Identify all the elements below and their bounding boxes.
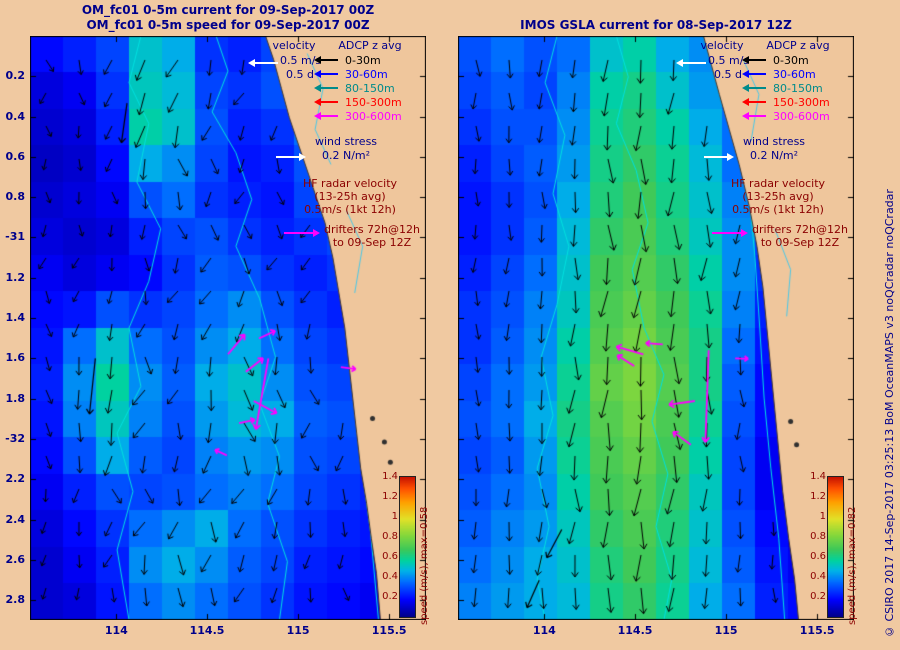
x-tick-label: 114 bbox=[104, 624, 128, 637]
x-tick-label: 115.5 bbox=[371, 624, 407, 637]
y-tick-label: 0.8 bbox=[5, 190, 26, 204]
colorbar-tick-label: 0.8 bbox=[382, 531, 398, 542]
y-tick-label: -31 bbox=[5, 230, 25, 244]
credit-text: © CSIRO 2017 14-Sep-2017 03:25:13 BoM Oc… bbox=[883, 189, 896, 638]
colorbar-tick-label: 0.2 bbox=[810, 591, 826, 602]
y-tick-label: 2.2 bbox=[5, 472, 26, 486]
y-axis-tick-labels: 0.2 0.4 0.6 0.8 -31 1.2 1.4 1.6 1.8 -32 2.2 2.4 2.6 2… bbox=[0, 36, 27, 620]
x-tick-label: 114 bbox=[532, 624, 556, 637]
left-panel-title-line1: OM_fc01 0-5m current for 09-Sep-2017 00Z bbox=[81, 3, 375, 17]
y-tick-label: 0.2 bbox=[5, 69, 26, 83]
colorbar-tick-label: 1.2 bbox=[382, 491, 398, 502]
colorbar-tick-label: 1.4 bbox=[810, 471, 826, 482]
y-tick-label: 0.4 bbox=[5, 109, 26, 123]
colorbar-tick-label: 0.6 bbox=[382, 551, 398, 562]
map-panel-left: velocity 0.5 m/s 0.5 d ADCP z avg 0-30m … bbox=[30, 36, 430, 637]
y-tick-label: 1.8 bbox=[5, 391, 26, 405]
y-tick-label: 2.4 bbox=[5, 512, 26, 526]
colorbar-left: 0.2 0.4 0.6 0.8 1 1.2 1.4 speed (m/s), max=0.5… bbox=[382, 471, 430, 625]
y-tick-label: 1.4 bbox=[5, 311, 26, 325]
x-tick-label: 115 bbox=[714, 624, 738, 637]
left-panel-title-line2: OM_fc01 0-5m speed for 09-Sep-2017 00Z bbox=[86, 18, 370, 32]
colorbar-right: 0.2 0.4 0.6 0.8 1 1.2 1.4 speed (m/s), max=0.8… bbox=[810, 471, 858, 625]
y-tick-label: 1.2 bbox=[5, 270, 26, 284]
colorbar-gradient bbox=[399, 476, 416, 618]
x-tick-label: 115.5 bbox=[799, 624, 835, 637]
colorbar-tick-label: 0.4 bbox=[382, 571, 398, 582]
map-panel-right: velocity 0.5 m/s 0.5 d ADCP z avg 0-30m … bbox=[458, 36, 858, 637]
x-axis-tick-labels-left: 114 114.5 115 115.5 bbox=[30, 624, 426, 640]
x-axis-tick-labels-right: 114 114.5 115 115.5 bbox=[458, 624, 854, 640]
colorbar-title: speed (m/s), max=0.82 bbox=[847, 506, 858, 625]
right-panel-title: IMOS GSLA current for 08-Sep-2017 12Z bbox=[520, 18, 792, 32]
y-tick-label: -32 bbox=[5, 431, 25, 445]
colorbar-tick-label: 1 bbox=[819, 511, 826, 522]
colorbar-tick-label: 1 bbox=[391, 511, 398, 522]
colorbar-tick-label: 0.2 bbox=[382, 591, 398, 602]
y-tick-label: 2.6 bbox=[5, 552, 26, 566]
y-tick-label: 0.6 bbox=[5, 149, 26, 163]
colorbar-tick-label: 0.8 bbox=[810, 531, 826, 542]
map-canvas-left bbox=[30, 36, 426, 620]
map-canvas-right bbox=[458, 36, 854, 620]
y-tick-label: 1.6 bbox=[5, 351, 26, 365]
colorbar-title: speed (m/s), max=0.58 bbox=[419, 506, 430, 625]
colorbar-tick-label: 0.6 bbox=[810, 551, 826, 562]
x-tick-label: 115 bbox=[286, 624, 310, 637]
colorbar-tick-label: 1.4 bbox=[382, 471, 398, 482]
colorbar-tick-label: 1.2 bbox=[810, 491, 826, 502]
y-tick-label: 2.8 bbox=[5, 593, 26, 607]
colorbar-gradient bbox=[827, 476, 844, 618]
colorbar-tick-label: 0.4 bbox=[810, 571, 826, 582]
x-tick-label: 114.5 bbox=[617, 624, 653, 637]
x-tick-label: 114.5 bbox=[189, 624, 225, 637]
